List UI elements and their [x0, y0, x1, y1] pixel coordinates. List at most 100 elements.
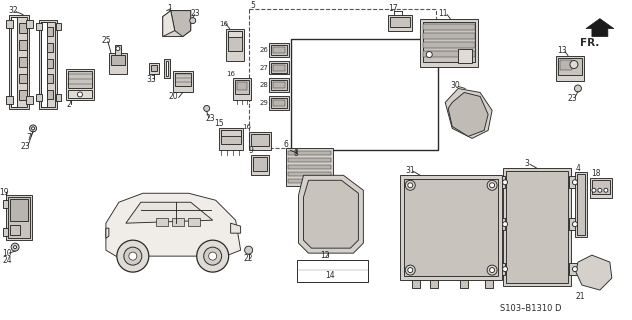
Polygon shape — [298, 175, 363, 253]
Bar — [380, 137, 393, 149]
Circle shape — [124, 247, 142, 265]
Bar — [11, 17, 17, 108]
Text: 16: 16 — [242, 124, 251, 130]
Bar — [380, 40, 393, 52]
Bar — [19, 23, 27, 33]
Bar — [556, 56, 584, 82]
Bar — [569, 218, 577, 230]
Bar — [251, 155, 269, 175]
Bar — [592, 180, 610, 194]
Circle shape — [426, 52, 432, 58]
Bar — [251, 134, 269, 146]
Bar — [26, 96, 33, 104]
Text: 23: 23 — [206, 114, 216, 123]
Bar — [228, 31, 241, 51]
Bar — [425, 53, 437, 66]
Bar — [410, 137, 422, 149]
Polygon shape — [445, 88, 492, 138]
Bar — [497, 176, 505, 188]
Bar — [19, 74, 27, 84]
Bar — [288, 151, 331, 155]
Bar — [395, 68, 408, 79]
Bar — [68, 91, 92, 99]
Bar — [558, 58, 582, 76]
Bar — [380, 68, 393, 79]
Bar — [156, 218, 167, 226]
Bar — [560, 60, 572, 69]
Circle shape — [11, 243, 19, 251]
Bar — [425, 40, 437, 52]
Bar — [307, 124, 319, 135]
Text: 29: 29 — [259, 100, 268, 107]
Bar — [19, 57, 27, 67]
Bar — [269, 78, 289, 92]
Bar — [410, 40, 422, 52]
Bar — [111, 54, 125, 65]
Circle shape — [573, 267, 578, 272]
Bar — [410, 95, 422, 108]
Bar — [336, 95, 349, 108]
Text: 20: 20 — [169, 92, 179, 101]
Circle shape — [78, 92, 82, 97]
Bar — [575, 172, 587, 237]
Bar — [109, 52, 127, 75]
Text: 31: 31 — [406, 166, 415, 175]
Bar — [248, 132, 270, 150]
Bar — [288, 172, 331, 176]
Bar — [423, 42, 475, 48]
Bar — [288, 158, 331, 162]
Bar — [336, 124, 349, 135]
Text: 32: 32 — [8, 6, 18, 15]
Circle shape — [573, 222, 578, 227]
Text: 23: 23 — [20, 142, 30, 151]
Bar — [380, 109, 393, 121]
Bar — [506, 171, 568, 283]
Bar — [47, 91, 53, 100]
Bar — [423, 51, 475, 57]
Bar — [270, 99, 286, 108]
Polygon shape — [163, 11, 175, 36]
Bar — [6, 96, 13, 104]
Bar — [26, 20, 33, 28]
Text: 26: 26 — [259, 46, 268, 52]
Bar — [272, 46, 284, 52]
Text: 5: 5 — [250, 1, 255, 10]
Bar — [336, 68, 349, 79]
Bar — [47, 27, 53, 36]
Circle shape — [30, 125, 37, 132]
Bar — [221, 130, 241, 144]
Bar — [412, 280, 420, 288]
Bar — [321, 137, 334, 149]
Bar — [291, 39, 438, 150]
Bar — [577, 174, 585, 235]
Bar — [569, 176, 577, 188]
Bar — [270, 62, 286, 73]
Bar — [321, 109, 334, 121]
Circle shape — [502, 180, 507, 185]
Bar — [400, 175, 502, 280]
Polygon shape — [106, 193, 241, 256]
Circle shape — [502, 222, 507, 227]
Bar — [3, 228, 8, 236]
Bar — [166, 60, 167, 76]
Text: 30: 30 — [451, 81, 460, 90]
Bar — [10, 225, 20, 235]
Text: 8: 8 — [293, 149, 298, 158]
Bar — [47, 59, 53, 68]
Circle shape — [405, 265, 415, 275]
Circle shape — [204, 247, 222, 265]
Bar — [291, 39, 438, 150]
Bar — [351, 82, 363, 93]
Polygon shape — [576, 255, 612, 290]
Circle shape — [408, 268, 413, 273]
Bar — [425, 95, 437, 108]
Text: 23: 23 — [567, 94, 577, 103]
Circle shape — [487, 265, 497, 275]
Bar — [423, 33, 475, 39]
Text: 3: 3 — [525, 159, 530, 168]
Polygon shape — [303, 180, 358, 248]
Bar — [19, 91, 27, 100]
Circle shape — [408, 183, 413, 188]
Circle shape — [197, 240, 229, 272]
Bar — [430, 280, 438, 288]
